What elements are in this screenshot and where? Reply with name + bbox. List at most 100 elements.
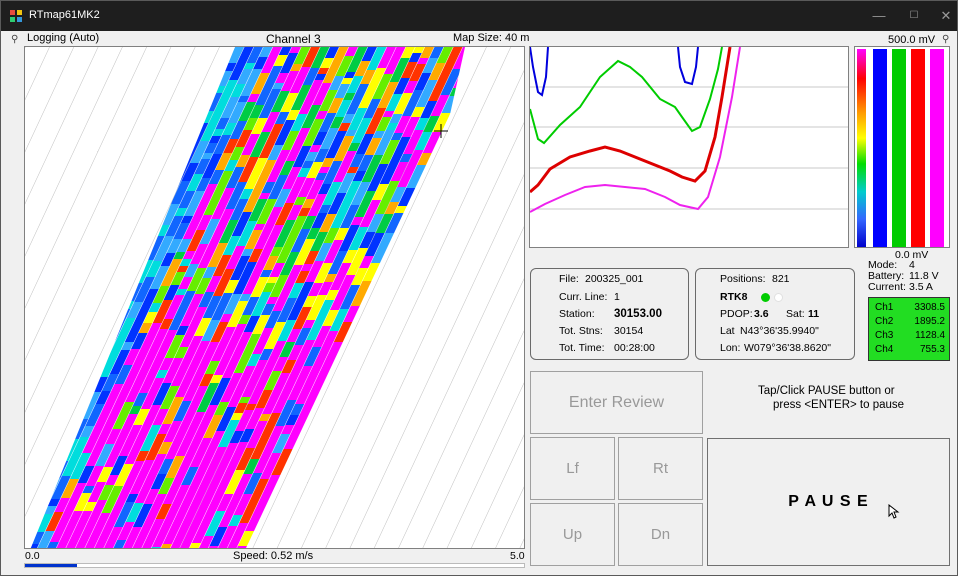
swath-cell [302,296,317,307]
positions-value: 821 [772,273,790,285]
swath-cell [107,341,125,358]
up-button[interactable]: Up [530,503,615,566]
swath-cell [307,283,324,296]
swath-cell [280,71,300,91]
swath-cell [290,64,303,71]
swath-cell [132,393,148,406]
swath-cell [379,140,400,164]
swath-cell [220,383,239,402]
swath-cell [162,397,184,424]
swath-cell [210,431,226,443]
swath-cell [248,510,264,524]
swath-cell [166,239,183,253]
swath-cell [180,216,194,223]
swath-cell [247,94,260,102]
swath-cell [360,70,376,84]
swath-cell [233,508,246,515]
survey-map-canvas[interactable] [25,47,525,549]
swath-cell [352,171,367,181]
swath-cell [358,86,378,108]
lon-label: Lon: [720,342,741,354]
swath-cell [302,399,317,408]
swath-cell [210,375,223,383]
swath-cell [355,144,370,154]
file-info-panel: File: 200325_001 Curr. Line: 1 Station: … [530,268,689,360]
swath-cell [262,283,276,292]
swath-cell [403,81,419,93]
swath-cell [290,85,312,110]
swath-cell [279,161,295,175]
close-button[interactable]: ✕ [940,8,952,23]
right-button[interactable]: Rt [618,437,703,500]
swath-cell [317,282,334,295]
swath-cell [76,537,90,545]
swath-cell [338,123,351,131]
channel-row: Ch2 1895.2 [875,316,945,327]
survey-map[interactable] [24,46,525,549]
swath-cell [171,492,187,506]
swath-cell [35,531,55,548]
swath-cell [213,359,231,375]
swath-cell [174,347,189,358]
swath-cell [156,531,169,537]
swath-cell [292,146,312,167]
down-button[interactable]: Dn [618,503,703,566]
swath-cell [237,315,252,324]
maximize-button[interactable]: ☐ [909,10,919,21]
swath-cell [109,456,128,475]
swath-cell [152,286,170,303]
minimize-button[interactable]: — [872,8,886,23]
swath-cell [204,361,220,374]
swath-cell [301,161,314,168]
swath-cell [244,367,265,391]
swath-cell [181,163,199,181]
left-button[interactable]: Lf [530,437,615,500]
swath-cell [221,370,235,378]
swath-cell [258,136,279,158]
swath-cell [350,217,364,225]
swath-cell [149,273,167,289]
swath-cell [180,487,199,506]
app-logo-icon [10,10,22,22]
swath-cell [189,386,209,407]
swath-cell [226,442,249,469]
enter-review-button[interactable]: Enter Review [530,371,703,434]
swath-cell [317,68,330,74]
swath-cell [165,216,184,236]
swath-cell [346,248,369,275]
swath-cell [318,90,338,111]
swath-cell [292,307,312,329]
swath-cell [195,178,211,191]
swath-cell [175,430,197,456]
swath-cell [200,115,222,141]
swath-cell [239,294,252,301]
swath-cell [327,251,348,274]
swath-cell [266,277,279,283]
swath-cell [333,322,353,342]
swath-cell [290,114,308,131]
swath-cell [236,221,258,246]
swath-cell [305,261,324,282]
swath-cell [175,181,191,194]
swath-cell [44,506,57,514]
swath-cell [289,47,301,53]
swath-cell [387,181,400,188]
swath-cell [243,448,256,454]
pause-button[interactable]: P A U S E [707,438,950,566]
swath-cell [322,182,343,205]
swath-cell [345,130,357,136]
swath-cell [219,314,233,322]
swath-cell [125,503,144,522]
swath-cell [278,47,292,55]
swath-cell [402,90,424,116]
swath-cell [279,53,299,73]
window-title: RTmap61MK2 [29,9,100,21]
swath-cell [204,511,226,536]
swath-cell [399,154,413,162]
swath-cell [244,166,265,189]
swath-cell [327,193,347,214]
swath-cell [207,243,228,267]
swath-cell [129,478,146,494]
color-scale-bar [857,49,866,247]
swath-cell [179,320,192,326]
